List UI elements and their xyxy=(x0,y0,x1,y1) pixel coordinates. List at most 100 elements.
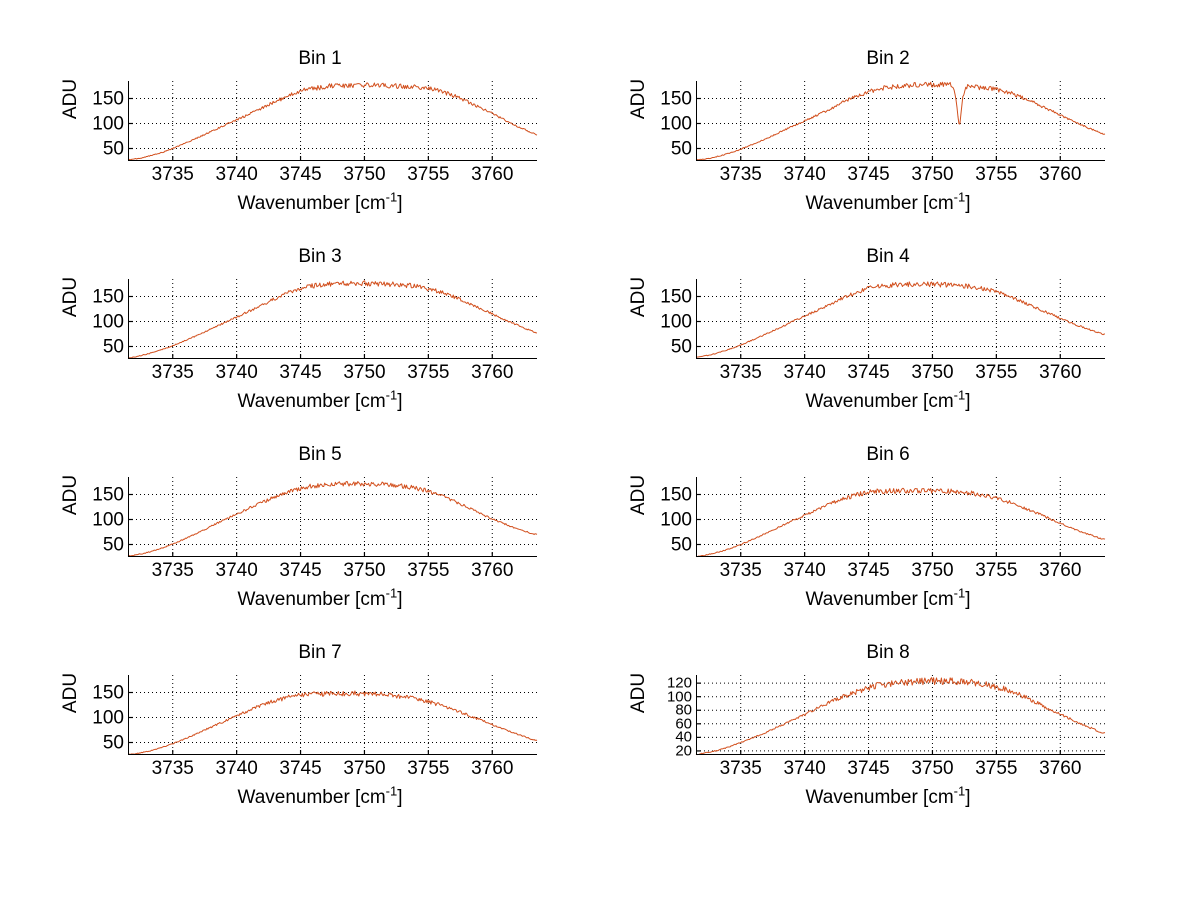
x-tick-label: 3735 xyxy=(719,758,762,779)
x-tick-label: 3760 xyxy=(1039,362,1082,383)
y-tick-label-group-bin-8: 20 40 60 80 100 120 xyxy=(638,674,694,759)
plot-panel-bin-6: Bin 6 ADU 50 100 150 3735 3740 3745 3750 3755 3760… xyxy=(608,444,1168,644)
x-tick-label: 3755 xyxy=(975,758,1018,779)
spectrum-line-bin-6 xyxy=(695,487,1106,558)
x-axis-label-bin-3: Wavenumber [cm-1] xyxy=(40,387,600,413)
grid-lines xyxy=(696,675,1105,755)
plot-canvas-bin-1 xyxy=(127,81,538,161)
x-tick-label: 3750 xyxy=(343,164,386,185)
axes-frame xyxy=(696,81,1105,161)
y-tick-label: 50 xyxy=(670,138,692,159)
axes-frame xyxy=(128,675,537,755)
x-tick-label: 3745 xyxy=(847,758,890,779)
y-tick-label: 50 xyxy=(102,138,124,159)
plot-panel-bin-2: Bin 2 ADU 50 100 150 3735 3740 3745 3750 3755 3760… xyxy=(608,48,1168,248)
x-tick-label: 3735 xyxy=(151,164,194,185)
x-tick-label: 3740 xyxy=(783,362,826,383)
x-axis-label-bin-7: Wavenumber [cm-1] xyxy=(40,785,600,809)
x-axis-label-bin-1: Wavenumber [cm-1] xyxy=(40,191,600,215)
y-tick-label: 150 xyxy=(660,286,692,307)
x-tick-label: 3750 xyxy=(343,560,386,581)
axes-frame xyxy=(696,279,1105,359)
panel-title-bin-2: Bin 2 xyxy=(866,48,910,69)
x-axis-label-exponent: -1 xyxy=(953,585,966,601)
x-axis-label-bracket: ] xyxy=(965,787,971,808)
x-axis-label-exponent: -1 xyxy=(953,783,966,799)
y-tick-label-group-bin-5: 50 100 150 xyxy=(70,477,126,557)
x-axis-label-text: Wavenumber [cm xyxy=(237,589,386,610)
x-tick-label: 3735 xyxy=(151,758,194,779)
axes-area-bin-8 xyxy=(695,675,1106,756)
x-tick-label: 3755 xyxy=(407,362,450,383)
x-axis-label-bracket: ] xyxy=(397,391,403,412)
x-axis-label-bin-2: Wavenumber [cm-1] xyxy=(608,191,1168,215)
axes-area-bin-3 xyxy=(127,279,538,359)
y-tick-label: 50 xyxy=(102,732,124,753)
spectrum-line-bin-1 xyxy=(127,82,538,161)
x-tick-label-group-bin-6: 3735 3740 3745 3750 3755 3760 xyxy=(696,560,1105,584)
plot-canvas-bin-5 xyxy=(127,477,538,557)
y-tick-label-group-bin-1: 50 100 150 xyxy=(70,81,126,161)
axes-area-bin-6 xyxy=(695,477,1106,558)
x-axis-label-text: Wavenumber [cm xyxy=(237,787,386,808)
y-tick-label: 100 xyxy=(660,311,692,332)
y-tick-label: 150 xyxy=(92,286,124,307)
plot-canvas-bin-2 xyxy=(695,81,1106,161)
x-tick-label: 3750 xyxy=(343,362,386,383)
x-axis-label-bin-5: Wavenumber [cm-1] xyxy=(40,585,600,611)
grid-lines xyxy=(696,477,1105,557)
x-tick-label: 3740 xyxy=(215,560,258,581)
plot-canvas-bin-6 xyxy=(695,477,1106,558)
x-axis-label-bracket: ] xyxy=(965,391,971,412)
x-tick-label-group-bin-3: 3735 3740 3745 3750 3755 3760 xyxy=(128,362,537,386)
y-tick-label: 120 xyxy=(666,674,692,692)
plot-panel-bin-1: Bin 1 ADU 50 100 150 3735 3740 3745 3750 3755 3760… xyxy=(40,48,600,248)
axes-area-bin-4 xyxy=(695,279,1106,359)
x-tick-label: 3760 xyxy=(1039,164,1082,185)
x-tick-label: 3760 xyxy=(471,560,514,581)
y-tick-label: 100 xyxy=(92,311,124,332)
x-tick-label: 3745 xyxy=(279,164,322,185)
x-tick-label: 3755 xyxy=(975,362,1018,383)
x-axis-label-text: Wavenumber [cm xyxy=(805,589,954,610)
y-tick-label: 150 xyxy=(92,88,124,109)
x-axis-label-bracket: ] xyxy=(397,787,403,808)
x-axis-label-exponent: -1 xyxy=(385,585,398,601)
y-tick-label: 50 xyxy=(670,534,692,555)
x-tick-label: 3755 xyxy=(975,560,1018,581)
x-axis-label-bracket: ] xyxy=(397,193,403,214)
spectrum-line-bin-4 xyxy=(695,281,1106,358)
x-tick-label: 3735 xyxy=(719,362,762,383)
y-tick-label: 100 xyxy=(92,113,124,134)
axes-frame xyxy=(696,477,1105,557)
x-axis-label-exponent: -1 xyxy=(385,387,398,403)
x-tick-label: 3750 xyxy=(911,362,954,383)
x-axis-label-exponent: -1 xyxy=(953,387,966,403)
x-axis-label-bracket: ] xyxy=(397,589,403,610)
grid-lines xyxy=(128,477,537,557)
x-tick-label: 3740 xyxy=(215,164,258,185)
x-tick-label-group-bin-5: 3735 3740 3745 3750 3755 3760 xyxy=(128,560,537,584)
axes-area-bin-2 xyxy=(695,81,1106,161)
panel-title-bin-8: Bin 8 xyxy=(866,642,910,663)
plot-canvas-bin-3 xyxy=(127,279,538,359)
panel-title-bin-1: Bin 1 xyxy=(298,48,342,69)
spectrum-line-bin-5 xyxy=(127,480,538,557)
x-tick-label-group-bin-4: 3735 3740 3745 3750 3755 3760 xyxy=(696,362,1105,386)
panel-title-bin-5: Bin 5 xyxy=(298,444,342,465)
spectrum-line-bin-2 xyxy=(695,81,1106,161)
y-tick-label: 150 xyxy=(92,682,124,703)
y-tick-label: 100 xyxy=(92,509,124,530)
x-tick-label: 3745 xyxy=(847,164,890,185)
y-tick-label-group-bin-3: 50 100 150 xyxy=(70,279,126,359)
y-tick-label: 60 xyxy=(675,715,692,733)
y-tick-label: 150 xyxy=(660,88,692,109)
x-tick-label: 3755 xyxy=(407,758,450,779)
x-tick-label: 3750 xyxy=(911,164,954,185)
y-tick-label: 50 xyxy=(102,336,124,357)
x-axis-label-bracket: ] xyxy=(965,589,971,610)
x-axis-label-text: Wavenumber [cm xyxy=(237,193,386,214)
x-axis-label-bin-4: Wavenumber [cm-1] xyxy=(608,387,1168,413)
x-axis-label-bin-6: Wavenumber [cm-1] xyxy=(608,585,1168,611)
panel-title-bin-7: Bin 7 xyxy=(298,642,342,663)
